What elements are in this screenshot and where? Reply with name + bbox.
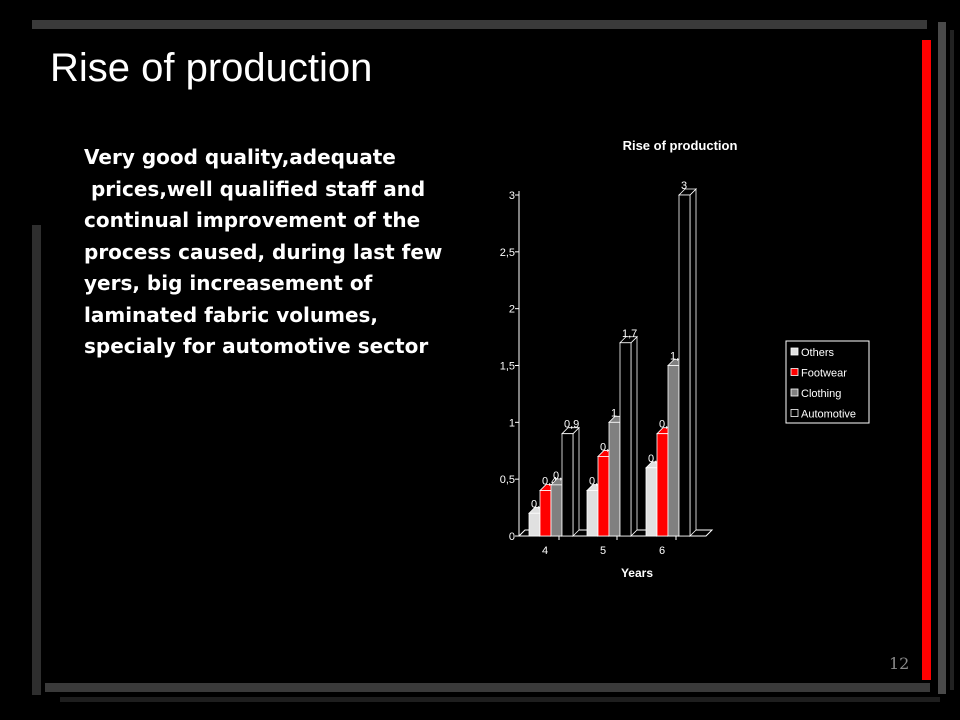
bar (597, 456, 610, 537)
y-tick-label: 0,5 (500, 474, 515, 486)
x-tick-label: 6 (659, 545, 665, 557)
y-tick-label: 3 (509, 190, 515, 202)
legend-entry: Footwear (801, 368, 847, 380)
x-axis-label: Years (621, 566, 653, 580)
body-line-1: Very good quality,adequate (84, 145, 396, 169)
bar-side (630, 335, 638, 537)
frame-left-bar (32, 225, 41, 695)
frame-right-bar-gray (938, 22, 946, 694)
y-tick-label: 2 (509, 304, 515, 316)
chart-floor (517, 529, 714, 537)
data-label: 3 (681, 180, 687, 192)
x-tick-label: 4 (542, 545, 548, 557)
legend-swatch (790, 388, 799, 397)
frame-right-accent-red (922, 40, 931, 680)
legend-entry: Automotive (801, 409, 856, 421)
bar (645, 467, 658, 537)
slide-title: Rise of production (50, 46, 373, 90)
bar (561, 433, 574, 537)
bar-side (689, 188, 697, 537)
bar-side (572, 426, 580, 537)
bar (528, 512, 541, 537)
legend-swatch (790, 409, 799, 417)
page-number: 12 (889, 654, 910, 673)
bar (678, 194, 691, 537)
bar (586, 490, 599, 537)
y-tick-label: 1 (509, 417, 515, 429)
bar (656, 433, 669, 537)
x-tick-label: 5 (600, 545, 606, 557)
data-label: 0,9 (564, 419, 579, 431)
data-label: 1,7 (622, 328, 637, 340)
bar (608, 421, 621, 537)
body-text: Very good quality,adequate prices,well q… (84, 142, 464, 363)
body-line-2: prices,well qualified staff and continua… (84, 176, 450, 359)
frame-right-bar-dark (950, 30, 954, 690)
legend-entry: Others (801, 347, 835, 359)
data-label: 1 (611, 407, 617, 419)
frame-top-bar (32, 20, 927, 29)
bar (550, 484, 563, 537)
chart-legend (785, 340, 870, 424)
legend-swatch (790, 347, 799, 356)
y-tick-label: 2,5 (500, 247, 515, 259)
legend-swatch (790, 368, 799, 376)
frame-bottom-bar-shadow (60, 697, 940, 702)
bar (667, 365, 680, 537)
y-tick-label: 1,5 (500, 361, 515, 373)
y-tick-label: 0 (509, 531, 515, 543)
legend-entry: Clothing (801, 388, 841, 400)
frame-bottom-bar (45, 683, 930, 692)
bar (539, 490, 552, 537)
bar (619, 342, 632, 537)
chart-title: Rise of production (623, 138, 738, 153)
